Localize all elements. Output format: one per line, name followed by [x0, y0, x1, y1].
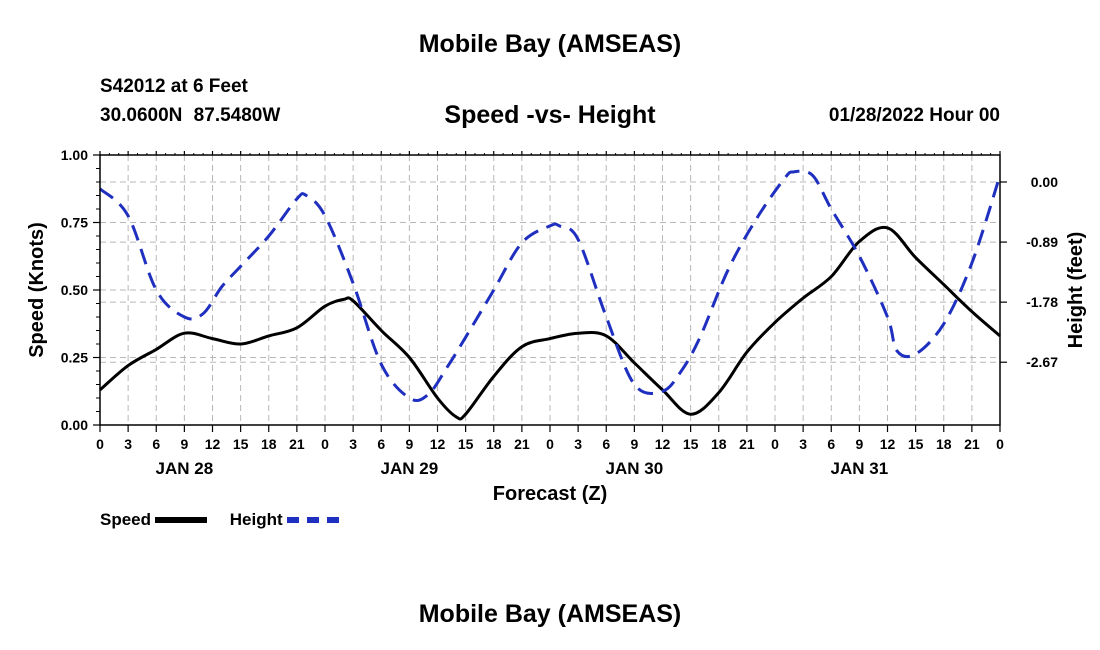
grid [100, 155, 1000, 425]
legend-speed-label: Speed [100, 510, 152, 529]
x-tick-label: 18 [261, 436, 277, 452]
x-tick-label: 0 [96, 436, 104, 452]
x-tick-label: 3 [574, 436, 582, 452]
legend-height-label: Height [229, 510, 283, 529]
x-tick-label: 21 [739, 436, 755, 452]
x-tick-label: 9 [180, 436, 188, 452]
x-tick-label: 12 [205, 436, 221, 452]
y2-tick-label: 0.00 [1031, 174, 1058, 190]
day-label: JAN 28 [156, 459, 214, 478]
day-label: JAN 31 [831, 459, 889, 478]
height-series-line [98, 169, 1002, 403]
x-tick-label: 3 [124, 436, 132, 452]
main-title: Mobile Bay (AMSEAS) [418, 30, 682, 58]
x-tick-label: 15 [458, 436, 474, 452]
x-tick-label: 18 [936, 436, 952, 452]
x-tick-label: 9 [855, 436, 863, 452]
legend-height: Height [230, 510, 339, 530]
coordinates-label: 30.0600N 87.5480W [100, 105, 281, 126]
x-tick-label: 18 [711, 436, 727, 452]
legend-speed-swatch [155, 517, 208, 523]
x-tick-label: 3 [349, 436, 357, 452]
x-tick-label: 6 [377, 436, 385, 452]
legend-height-swatch [286, 517, 339, 523]
x-tick-label: 0 [996, 436, 1004, 452]
axes: 0 3 6 9 12 15 18 21 0 3 6 9 12 15 18 21 0 3 6 9 12 15 18 21 0 3 6 9… [61, 147, 1058, 478]
x-tick-label: 0 [321, 436, 329, 452]
x-tick-label: 12 [880, 436, 896, 452]
station-label: S42012 at 6 Feet [100, 76, 248, 97]
x-tick-label: 9 [405, 436, 413, 452]
y2-tick-label: -2.67 [1026, 354, 1058, 370]
y-tick-label: 0.00 [61, 417, 88, 433]
x-tick-label: 3 [799, 436, 807, 452]
y2-axis-label: Height (feet) [1065, 232, 1087, 349]
x-tick-label: 0 [546, 436, 554, 452]
x-tick-label: 9 [630, 436, 638, 452]
y-tick-label: 0.75 [61, 215, 88, 231]
y-tick-label: 0.25 [61, 350, 88, 366]
x-tick-label: 6 [827, 436, 835, 452]
y-tick-label: 0.50 [61, 282, 88, 298]
x-tick-label: 12 [655, 436, 671, 452]
forecast-datetime: 01/28/2022 Hour 00 [828, 105, 1000, 126]
x-tick-label: 0 [771, 436, 779, 452]
chart-title: Speed -vs- Height [444, 101, 656, 129]
x-tick-label: 15 [233, 436, 249, 452]
x-tick-label: 15 [683, 436, 699, 452]
x-tick-label: 21 [289, 436, 305, 452]
x-tick-label: 21 [964, 436, 980, 452]
x-tick-label: 6 [152, 436, 160, 452]
y2-tick-label: -1.78 [1026, 294, 1058, 310]
legend: Speed Height [100, 510, 357, 530]
speed-series-line [99, 225, 1001, 421]
x-tick-label: 21 [514, 436, 530, 452]
x-axis-label: Forecast (Z) [493, 483, 607, 505]
day-label: JAN 30 [606, 459, 664, 478]
day-label: JAN 29 [381, 459, 439, 478]
y2-tick-label: -0.89 [1026, 234, 1058, 250]
x-tick-label: 18 [486, 436, 502, 452]
x-tick-label: 12 [430, 436, 446, 452]
y-axis-label: Speed (Knots) [26, 222, 48, 358]
footer-title: Mobile Bay (AMSEAS) [418, 600, 682, 628]
y-tick-label: 1.00 [61, 147, 88, 163]
x-tick-label: 15 [908, 436, 924, 452]
x-tick-label: 6 [602, 436, 610, 452]
series-layer [98, 169, 1002, 421]
legend-speed: Speed [100, 510, 208, 530]
